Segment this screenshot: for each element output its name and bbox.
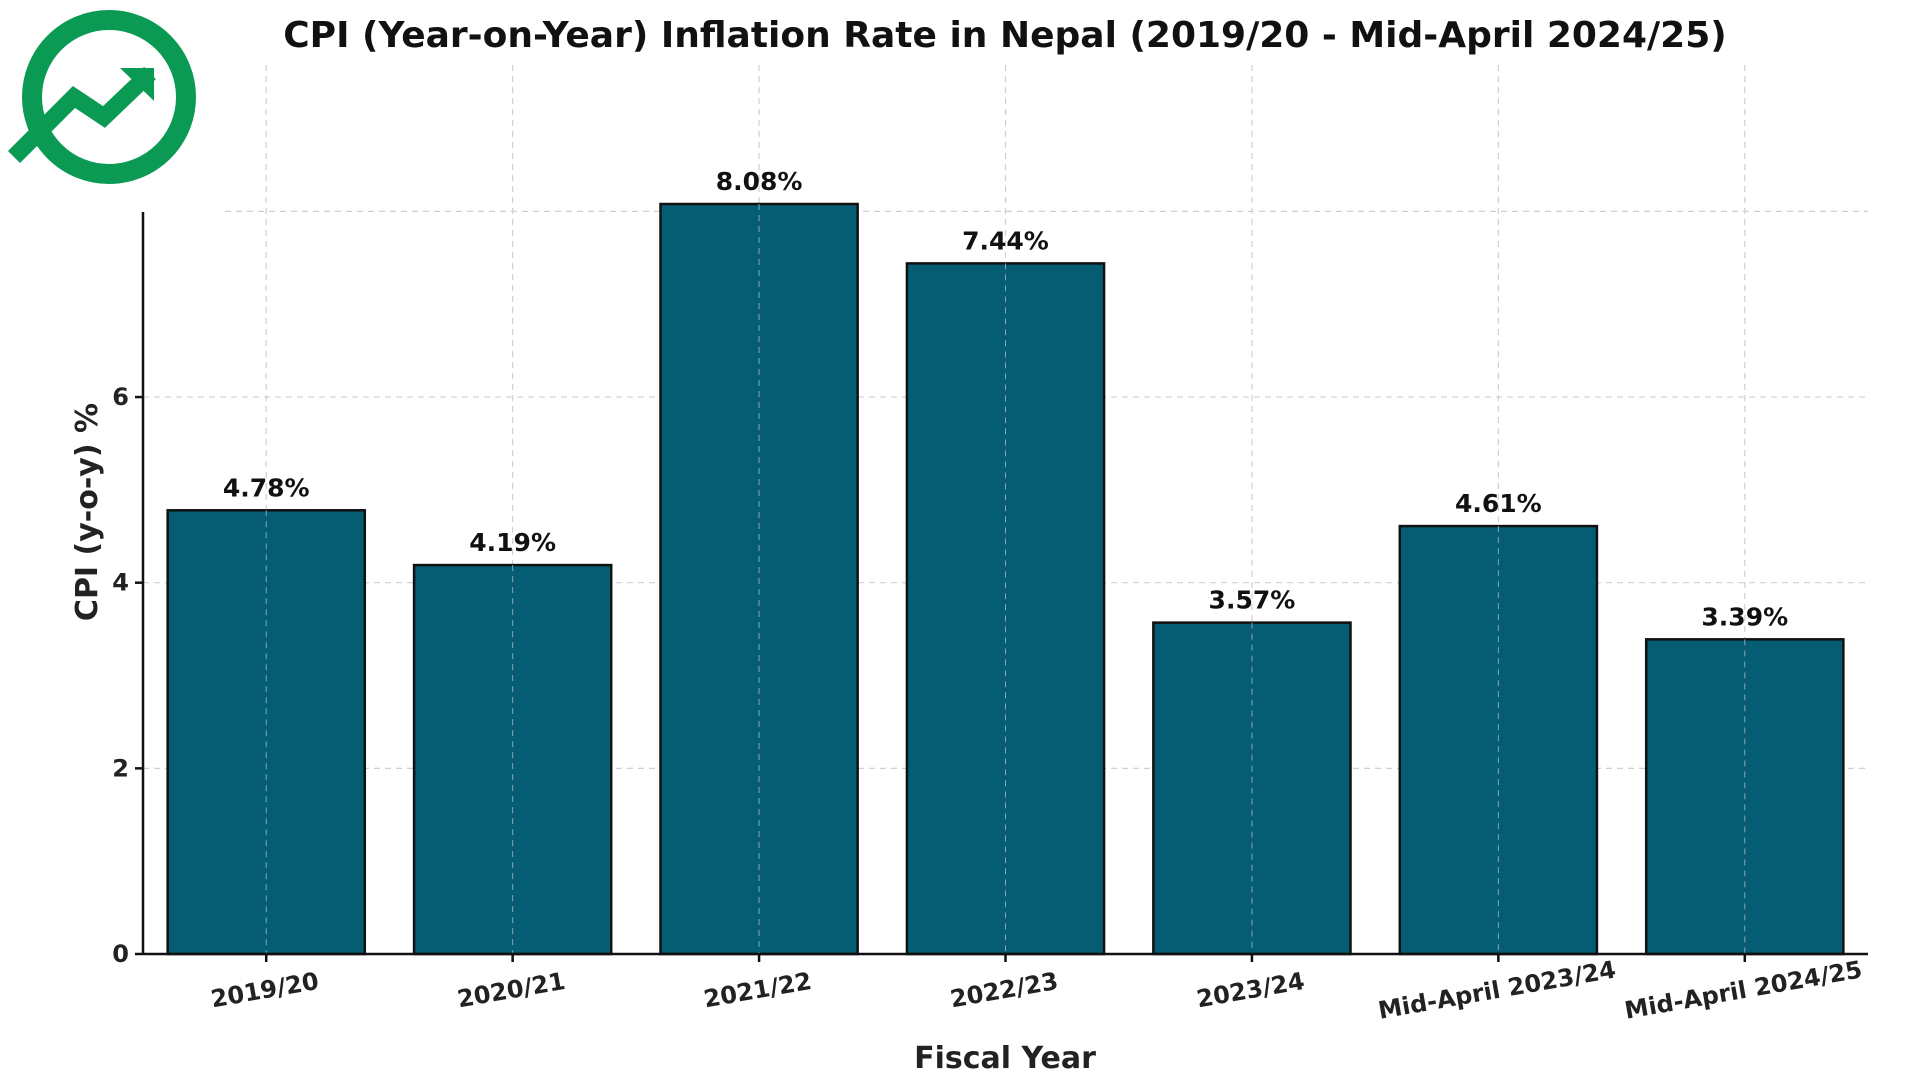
x-tick-labels: 2019/20 2020/21 2021/22 2022/23 2023/24 Mid-A… (209, 954, 1864, 1025)
x-tick-label: 2020/21 (455, 967, 567, 1013)
x-tick-label: Mid-April 2023/24 (1376, 955, 1618, 1024)
y-tick-label: 0 (112, 940, 129, 968)
x-tick-label: 2022/23 (948, 967, 1060, 1013)
x-axis-label: Fiscal Year (914, 1041, 1096, 1076)
bars (166, 202, 1845, 956)
y-tick-label: 6 (112, 383, 129, 411)
bar-value-label: 3.57% (1209, 586, 1296, 615)
bar-value-label: 4.78% (223, 473, 310, 502)
bar-value-label: 4.61% (1455, 489, 1542, 518)
x-tick-label: 2021/22 (702, 967, 814, 1013)
growth-arrow-icon (7, 10, 196, 184)
chart-title: CPI (Year-on-Year) Inflation Rate in Nep… (283, 15, 1726, 56)
bar-value-label: 8.08% (716, 167, 803, 196)
y-axis-label: CPI (y-o-y) % (70, 403, 105, 621)
y-tick-label: 2 (112, 754, 129, 782)
bar-value-label: 3.39% (1701, 602, 1788, 631)
x-tick-label: Mid-April 2024/25 (1622, 955, 1864, 1024)
bar-value-label: 4.19% (469, 528, 556, 557)
y-tick-label: 4 (112, 569, 129, 597)
value-labels: 4.78% 4.19% 8.08% 7.44% 3.57% 4.61% 3.39% (223, 167, 1788, 631)
x-tick-label: 2023/24 (1194, 967, 1306, 1013)
y-tick-labels: 0 2 4 6 (112, 383, 143, 968)
x-tick-label: 2019/20 (209, 967, 321, 1013)
bar-value-label: 7.44% (962, 226, 1049, 255)
